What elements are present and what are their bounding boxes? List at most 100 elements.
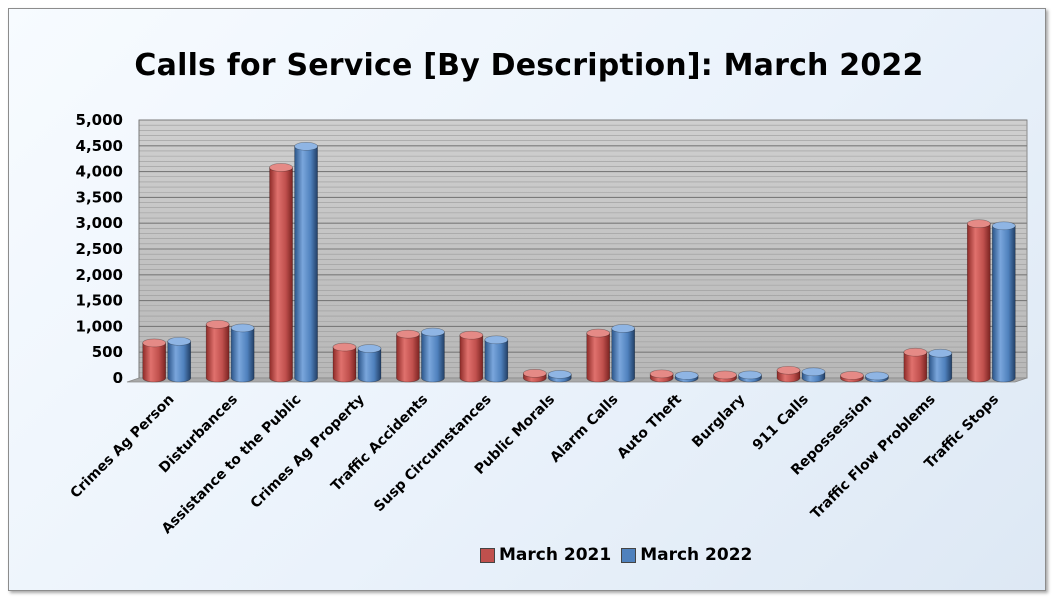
bar-body: [484, 339, 509, 383]
bar-march-2021: [205, 320, 230, 383]
y-tick-label: 3,000: [76, 214, 123, 232]
bar-march-2021: [142, 338, 167, 383]
bar-body: [991, 225, 1016, 383]
bar-cap: [991, 221, 1016, 231]
bar-body: [586, 332, 611, 383]
bar-cap: [801, 367, 826, 377]
legend: March 2021 March 2022: [480, 542, 752, 568]
bar-body: [421, 331, 445, 383]
bar-body: [357, 348, 382, 383]
bar-cap: [840, 371, 864, 380]
bar-cap: [776, 365, 801, 375]
bar-march-2021: [396, 329, 420, 383]
y-axis: 0 500 1,000 1,500 2,000 2,500 3,000 3,500 4,000 4…: [76, 111, 140, 387]
bar-cap: [459, 330, 484, 340]
bars: [142, 142, 1016, 383]
bar-march-2022: [674, 371, 699, 383]
legend-item-march-2021: March 2021: [480, 545, 611, 565]
bar-march-2022: [865, 371, 889, 383]
bar-march-2021: [269, 163, 293, 383]
bar-body: [459, 334, 484, 383]
bar-body: [396, 333, 420, 383]
bar-march-2022: [801, 367, 826, 383]
y-tick-label: 4,000: [76, 163, 123, 181]
legend-swatch-march-2022: [621, 547, 637, 563]
bar-cap: [357, 344, 382, 353]
bar-cap: [928, 348, 953, 358]
bar-cap: [332, 342, 357, 352]
bar-march-2022: [611, 324, 636, 383]
bar-march-2021: [840, 371, 864, 383]
bar-cap: [674, 371, 699, 380]
bar-march-2022: [928, 348, 953, 383]
bar-cap: [230, 323, 255, 333]
x-tick-label: Susp Circumstances: [371, 392, 495, 516]
y-tick-label: 0: [113, 369, 123, 387]
y-tick-label: 1,500: [76, 292, 123, 310]
bar-march-2021: [903, 347, 928, 383]
bar-march-2022: [230, 323, 255, 383]
bar-march-2021: [713, 370, 737, 383]
legend-swatch-march-2021: [480, 547, 495, 563]
bar-body: [903, 351, 928, 383]
bar-cap: [421, 327, 445, 337]
bar-march-2022: [547, 370, 572, 383]
bar-march-2021: [586, 328, 611, 383]
bar-march-2022: [991, 221, 1016, 383]
bar-cap: [738, 370, 762, 380]
bar-cap: [205, 320, 230, 329]
x-tick-label: Crimes Ag Property: [248, 392, 368, 512]
bar-body: [928, 352, 953, 383]
chart-title: Calls for Service [By Description]: Marc…: [134, 48, 924, 83]
bar-march-2022: [357, 344, 382, 383]
bar-march-2022: [294, 142, 318, 383]
x-tick-label: Auto Theft: [614, 391, 685, 462]
y-tick-label: 1,000: [76, 317, 123, 335]
y-tick-label: 2,500: [76, 240, 123, 258]
y-tick-label: 4,500: [76, 137, 123, 155]
bar-body: [142, 342, 167, 383]
bar-cap: [522, 369, 547, 378]
legend-label-march-2022: March 2022: [640, 545, 753, 565]
bar-cap: [167, 337, 192, 346]
bar-body: [167, 341, 192, 383]
bar-cap: [484, 335, 509, 345]
bar-cap: [142, 338, 167, 348]
y-tick-label: 3,500: [76, 188, 123, 206]
bar-body: [269, 167, 293, 383]
bar-march-2021: [522, 369, 547, 383]
legend-label-march-2021: March 2021: [499, 545, 612, 565]
bar-cap: [865, 371, 889, 381]
legend-item-march-2022: March 2022: [621, 545, 752, 565]
plot-area: [126, 119, 1028, 383]
bar-march-2022: [484, 335, 509, 383]
y-tick-label: 2,000: [76, 266, 123, 284]
bar-march-2021: [459, 330, 484, 383]
bar-cap: [547, 370, 572, 379]
bar-body: [332, 346, 357, 383]
bar-march-2021: [649, 369, 674, 383]
x-tick-label: Traffic Flow Problems: [808, 392, 939, 523]
bar-cap: [713, 370, 737, 380]
y-tick-label: 500: [92, 343, 123, 361]
x-tick-label: Crimes Ag Person: [68, 392, 178, 502]
bar-cap: [396, 329, 420, 339]
bar-march-2021: [966, 219, 991, 383]
y-tick-label: 5,000: [76, 111, 123, 129]
bar-body: [966, 223, 991, 383]
bar-cap: [903, 347, 928, 357]
bar-march-2021: [776, 365, 801, 383]
bar-march-2022: [421, 327, 445, 383]
bar-march-2022: [167, 337, 192, 383]
x-tick-label: Alarm Calls: [547, 392, 621, 466]
bar-body: [611, 328, 636, 383]
bar-body: [294, 146, 318, 383]
bar-march-2022: [738, 370, 762, 383]
bar-cap: [649, 369, 674, 379]
x-tick-label: Burglary: [689, 392, 748, 451]
bar-cap: [586, 328, 611, 338]
bar-cap: [294, 142, 318, 151]
bar-cap: [966, 219, 991, 229]
